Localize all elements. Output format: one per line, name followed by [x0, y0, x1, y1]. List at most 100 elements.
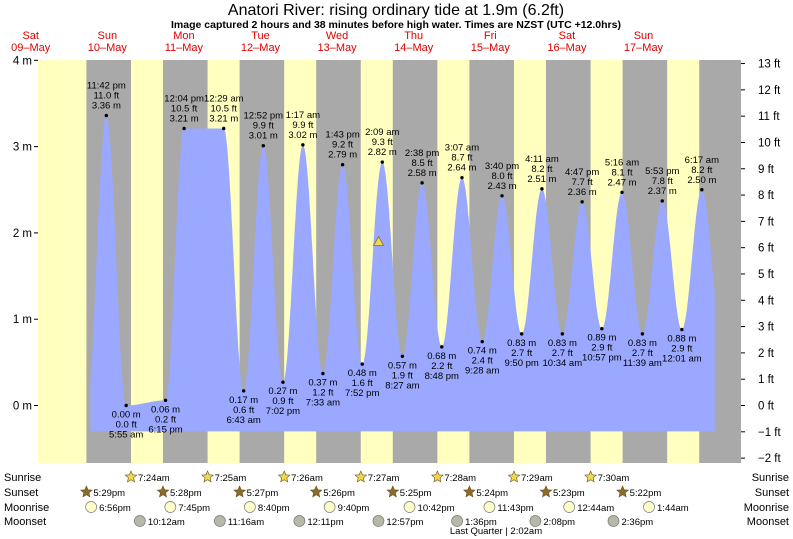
- low-tide-label: 0.83 m: [628, 338, 657, 349]
- moonset-time: 1:36pm: [465, 517, 497, 528]
- right-tick-label: −1 ft: [758, 427, 782, 439]
- high-tide-label: 11.0 ft: [93, 91, 119, 102]
- high-tide-label: 2.50 m: [687, 175, 716, 186]
- sunrise-time: 7:30am: [598, 473, 630, 484]
- low-tide-label: 0.83 m: [507, 338, 536, 349]
- low-tide-label: 0.27 m: [268, 386, 297, 397]
- high-tide-label: 2.51 m: [527, 174, 556, 185]
- day-date: 17–May: [624, 42, 664, 54]
- moonrise-time: 12:44am: [577, 503, 614, 514]
- left-tick-label: 4 m: [13, 55, 32, 67]
- high-tide-label: 3.21 m: [170, 113, 199, 124]
- sunrise-icon: [584, 470, 598, 483]
- high-tide-label: 9.9 ft: [253, 121, 274, 132]
- moonrise-row-label-left: Moonrise: [4, 502, 49, 514]
- moonrise-icon: [85, 501, 97, 513]
- high-tide-label: 9.3 ft: [372, 137, 393, 148]
- low-tide-label: 9:50 pm: [505, 358, 539, 369]
- right-tick-label: 0 ft: [758, 401, 775, 413]
- moonset-icon: [451, 515, 463, 527]
- sunset-icon: [156, 485, 170, 498]
- right-tick-label: 13 ft: [758, 59, 781, 71]
- right-tick-label: 3 ft: [758, 322, 775, 334]
- right-tick-label: 1 ft: [758, 374, 775, 386]
- moonrise-icon: [563, 501, 576, 513]
- tide-point: [400, 354, 405, 359]
- low-tide-label: 0.83 m: [548, 338, 577, 349]
- sunset-icon: [233, 485, 247, 498]
- moonset-time: 2:08pm: [543, 517, 575, 528]
- tide-point: [124, 403, 128, 408]
- moonrise-icon: [483, 501, 496, 513]
- low-tide-label: 8:48 pm: [425, 371, 459, 382]
- sunset-row-label-right: Sunset: [755, 487, 789, 499]
- moonrise-time: 11:43pm: [497, 503, 533, 514]
- sunset-icon: [539, 485, 553, 498]
- high-tide-label: 8.2 ft: [691, 165, 712, 176]
- sunrise-time: 7:24am: [138, 473, 170, 484]
- moonrise-icon: [244, 501, 256, 513]
- high-tide-label: 4:47 pm: [565, 167, 599, 178]
- low-tide-label: 1.2 ft: [312, 388, 333, 399]
- tide-point: [480, 339, 484, 344]
- tide-point: [340, 163, 345, 167]
- tide-point: [660, 199, 664, 203]
- high-tide-label: 3:40 pm: [485, 161, 519, 172]
- day-date: 15–May: [471, 42, 511, 54]
- high-tide-label: 8.2 ft: [531, 164, 552, 175]
- high-tide-label: 8.7 ft: [451, 153, 472, 164]
- low-tide-label: 0.48 m: [348, 368, 377, 379]
- high-tide-label: 2.58 m: [408, 168, 437, 179]
- high-tide-label: 9.9 ft: [292, 120, 313, 131]
- moonset-time: 2:36pm: [621, 517, 653, 528]
- day-weekday: Sun: [98, 30, 118, 42]
- low-tide-label: 2.7 ft: [552, 348, 573, 359]
- day-weekday: Tue: [251, 30, 270, 42]
- low-tide-label: 0.06 m: [151, 404, 180, 415]
- high-tide-label: 2.36 m: [568, 187, 597, 198]
- sunrise-icon: [354, 470, 368, 483]
- high-tide-label: 3.21 m: [209, 113, 238, 124]
- sunset-icon: [462, 485, 476, 498]
- sunrise-time: 7:26am: [291, 473, 323, 484]
- high-tide-label: 12:52 pm: [243, 111, 283, 122]
- low-tide-label: 0.57 m: [388, 360, 417, 371]
- low-tide-label: 2.9 ft: [591, 343, 612, 354]
- tide-point: [640, 332, 645, 336]
- low-tide-label: 0.00 m: [112, 410, 141, 421]
- moonset-icon: [372, 515, 385, 527]
- low-tide-label: 2.7 ft: [511, 348, 532, 359]
- day-date: 14–May: [394, 42, 434, 54]
- low-tide-label: 0.74 m: [468, 346, 497, 357]
- low-tide-label: 6:15 pm: [148, 424, 182, 435]
- day-date: 10–May: [88, 42, 128, 54]
- tide-area: [90, 115, 715, 432]
- sunset-time: 5:22pm: [630, 488, 662, 499]
- low-tide-label: 7:52 pm: [345, 388, 379, 399]
- high-tide-label: 9.2 ft: [332, 140, 353, 151]
- high-tide-label: 6:17 am: [685, 155, 719, 166]
- high-tide-label: 10.5 ft: [211, 103, 238, 114]
- sunrise-icon: [507, 470, 521, 483]
- tide-point: [104, 113, 109, 118]
- moonset-row-label-left: Moonset: [4, 516, 46, 528]
- sunrise-row-label-right: Sunrise: [752, 472, 789, 484]
- right-tick-label: 2 ft: [758, 348, 775, 360]
- tide-point: [241, 389, 246, 393]
- tide-point: [380, 160, 384, 164]
- low-tide-label: 0.9 ft: [272, 396, 293, 407]
- chart-subtitle: Image captured 2 hours and 38 minutes be…: [171, 19, 621, 31]
- moonset-time: 10:12am: [148, 517, 185, 528]
- sunset-icon: [616, 485, 630, 498]
- day-date: 09–May: [11, 42, 51, 54]
- moonset-icon: [607, 515, 620, 527]
- low-tide-label: 1.9 ft: [392, 370, 413, 381]
- high-tide-label: 5:16 am: [605, 157, 639, 168]
- day-weekday: Wed: [326, 30, 348, 42]
- high-tide-label: 3:07 am: [445, 143, 479, 154]
- moonrise-icon: [323, 501, 336, 513]
- tide-point: [560, 332, 565, 336]
- tide-point: [301, 143, 305, 147]
- low-tide-label: 8:27 am: [385, 380, 419, 391]
- high-tide-label: 2.64 m: [447, 163, 476, 174]
